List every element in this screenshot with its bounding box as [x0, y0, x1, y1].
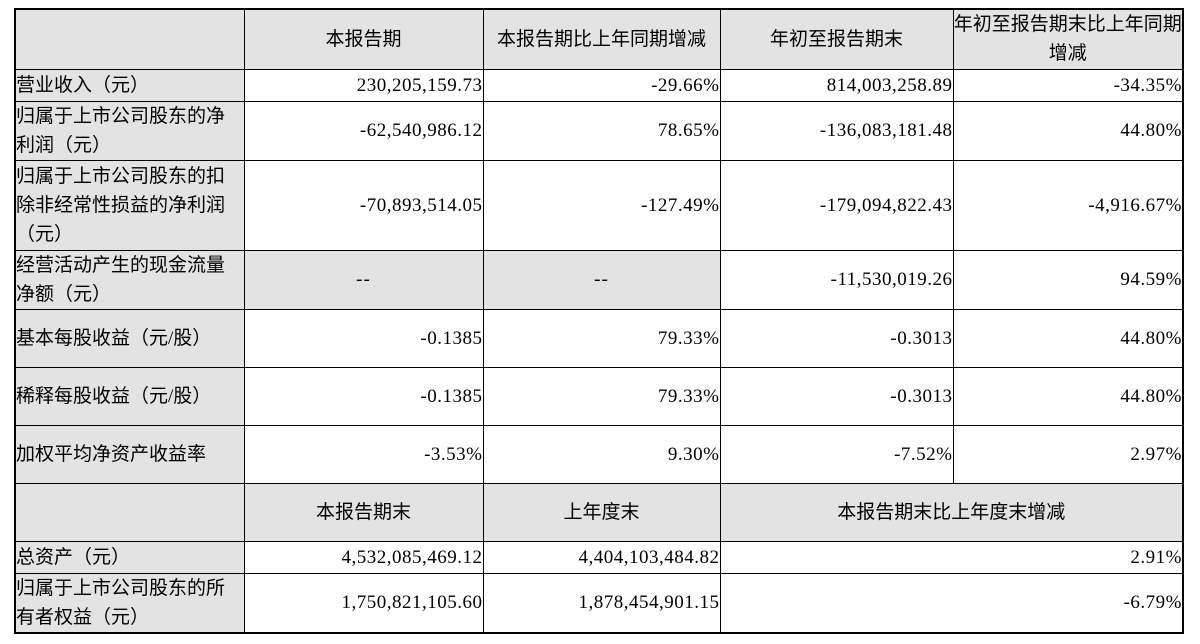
- col-header-current-period: 本报告期: [243, 8, 484, 70]
- col-header-period-vs-last-year-change: 本报告期末比上年度末增减: [719, 482, 1184, 542]
- value-cell: -0.1385: [243, 308, 484, 368]
- value-cell: -0.1385: [243, 366, 484, 426]
- value-cell: 4,532,085,469.12: [243, 540, 484, 574]
- value-cell: -127.49%: [482, 159, 721, 251]
- table-row-weighted-avg-roe: 加权平均净资产收益率 -3.53% 9.30% -7.52% 2.97%: [14, 424, 1184, 484]
- value-cell: 44.80%: [952, 100, 1184, 161]
- value-cell: -3.53%: [243, 424, 484, 484]
- table-row-net-profit: 归属于上市公司股东的净利润（元） -62,540,986.12 78.65% -…: [14, 100, 1184, 161]
- col-header-end-of-period: 本报告期末: [243, 482, 484, 542]
- value-cell: -179,094,822.43: [719, 159, 954, 251]
- value-cell: 79.33%: [482, 366, 721, 426]
- table-row-diluted-eps: 稀释每股收益（元/股） -0.1385 79.33% -0.3013 44.80…: [14, 366, 1184, 426]
- row-label: 总资产（元）: [14, 540, 245, 574]
- col-header-year-to-date-yoy-change: 年初至报告期末比上年同期增减: [952, 8, 1184, 70]
- table-row-owners-equity: 归属于上市公司股东的所有者权益（元） 1,750,821,105.60 1,87…: [14, 572, 1184, 633]
- value-cell: -34.35%: [952, 68, 1184, 102]
- value-cell: 4,404,103,484.82: [482, 540, 721, 574]
- value-cell: -11,530,019.26: [719, 249, 954, 310]
- value-cell-na: --: [482, 249, 721, 310]
- row-label: 稀释每股收益（元/股）: [14, 366, 245, 426]
- value-cell: 9.30%: [482, 424, 721, 484]
- col-header-end-of-last-year: 上年度末: [482, 482, 721, 542]
- corner-header-cell: [14, 8, 245, 70]
- value-cell: 1,878,454,901.15: [482, 572, 721, 633]
- row-label: 归属于上市公司股东的净利润（元）: [14, 100, 245, 161]
- value-cell: -6.79%: [719, 572, 1184, 633]
- row-label: 基本每股收益（元/股）: [14, 308, 245, 368]
- value-cell-na: --: [243, 249, 484, 310]
- row-label: 归属于上市公司股东的所有者权益（元）: [14, 572, 245, 633]
- corner-header-cell: [14, 482, 245, 542]
- value-cell: -29.66%: [482, 68, 721, 102]
- col-header-year-to-date: 年初至报告期末: [719, 8, 954, 70]
- value-cell: 79.33%: [482, 308, 721, 368]
- value-cell: -0.3013: [719, 308, 954, 368]
- quarterly-financials-table: 本报告期 本报告期比上年同期增减 年初至报告期末 年初至报告期末比上年同期增减 …: [14, 8, 1184, 634]
- table-row-total-assets: 总资产（元） 4,532,085,469.12 4,404,103,484.82…: [14, 540, 1184, 574]
- value-cell: -62,540,986.12: [243, 100, 484, 161]
- value-cell: 1,750,821,105.60: [243, 572, 484, 633]
- row-label: 归属于上市公司股东的扣除非经常性损益的净利润（元）: [14, 159, 245, 251]
- table-row-operating-cash-flow: 经营活动产生的现金流量净额（元） -- -- -11,530,019.26 94…: [14, 249, 1184, 310]
- value-cell: -136,083,181.48: [719, 100, 954, 161]
- value-cell: 230,205,159.73: [243, 68, 484, 102]
- value-cell: -4,916.67%: [952, 159, 1184, 251]
- row-label: 营业收入（元）: [14, 68, 245, 102]
- section1-header-row: 本报告期 本报告期比上年同期增减 年初至报告期末 年初至报告期末比上年同期增减: [14, 8, 1184, 70]
- table-row-basic-eps: 基本每股收益（元/股） -0.1385 79.33% -0.3013 44.80…: [14, 308, 1184, 368]
- value-cell: 94.59%: [952, 249, 1184, 310]
- value-cell: -0.3013: [719, 366, 954, 426]
- table-row-revenue: 营业收入（元） 230,205,159.73 -29.66% 814,003,2…: [14, 68, 1184, 102]
- value-cell: 2.97%: [952, 424, 1184, 484]
- value-cell: 78.65%: [482, 100, 721, 161]
- table-row-net-profit-excl-nonrecurring: 归属于上市公司股东的扣除非经常性损益的净利润（元） -70,893,514.05…: [14, 159, 1184, 251]
- row-label: 经营活动产生的现金流量净额（元）: [14, 249, 245, 310]
- value-cell: 44.80%: [952, 308, 1184, 368]
- value-cell: -7.52%: [719, 424, 954, 484]
- section2-header-row: 本报告期末 上年度末 本报告期末比上年度末增减: [14, 482, 1184, 542]
- value-cell: -70,893,514.05: [243, 159, 484, 251]
- row-label: 加权平均净资产收益率: [14, 424, 245, 484]
- value-cell: 44.80%: [952, 366, 1184, 426]
- value-cell: 814,003,258.89: [719, 68, 954, 102]
- value-cell: 2.91%: [719, 540, 1184, 574]
- col-header-current-period-yoy-change: 本报告期比上年同期增减: [482, 8, 721, 70]
